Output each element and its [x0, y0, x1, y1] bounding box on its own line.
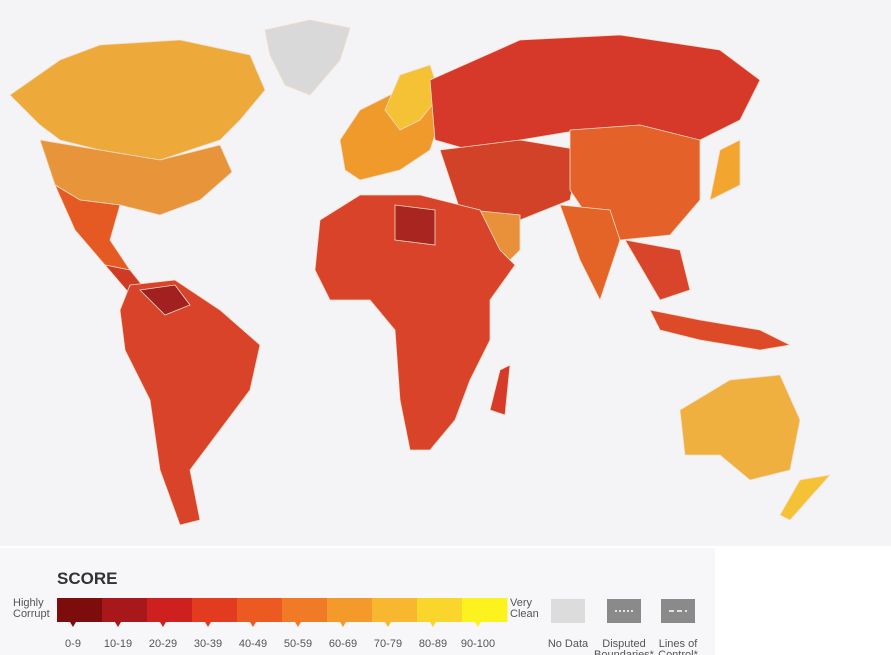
range-label: 50-59	[284, 638, 312, 650]
australia	[679, 374, 801, 481]
canada	[9, 39, 266, 161]
extra-label: Disputed	[602, 638, 645, 650]
extra-label: Boundaries*	[594, 649, 655, 655]
mexico	[54, 184, 131, 271]
range-label: 0-9	[65, 638, 81, 650]
south-america	[119, 279, 261, 526]
madagascar	[489, 364, 511, 416]
range-label: 20-29	[149, 638, 177, 650]
legend-tick	[115, 622, 121, 627]
extra-swatch	[551, 599, 585, 623]
range-label: 60-69	[329, 638, 357, 650]
range-label: 90-100	[461, 638, 495, 650]
new-zealand	[779, 474, 832, 521]
legend-swatch	[57, 598, 103, 622]
legend-tick	[475, 622, 481, 627]
indonesia	[649, 309, 792, 351]
legend-swatch	[192, 598, 238, 622]
legend-tick	[250, 622, 256, 627]
japan	[709, 139, 741, 201]
low-label: Highly	[13, 597, 44, 609]
high-label: Clean	[510, 608, 539, 620]
legend-swatch	[372, 598, 418, 622]
india	[559, 204, 621, 302]
world-map	[9, 19, 832, 526]
legend-swatch	[147, 598, 193, 622]
legend-tick	[160, 622, 166, 627]
africa	[314, 194, 516, 451]
extra-label: Control*	[658, 649, 698, 655]
extra-label: No Data	[548, 638, 589, 650]
range-label: 10-19	[104, 638, 132, 650]
high-label: Very	[510, 597, 533, 609]
libya	[394, 204, 436, 246]
southeast-asia	[624, 239, 691, 301]
legend-swatch	[327, 598, 373, 622]
range-label: 30-39	[194, 638, 222, 650]
legend-swatch	[282, 598, 328, 622]
legend-swatch	[417, 598, 463, 622]
legend-tick	[70, 622, 76, 627]
legend-title: SCORE	[57, 569, 117, 588]
legend-tick	[385, 622, 391, 627]
legend-tick	[295, 622, 301, 627]
legend-swatch	[237, 598, 283, 622]
range-label: 40-49	[239, 638, 267, 650]
legend-tick	[205, 622, 211, 627]
legend-swatch	[462, 598, 508, 622]
venezuela	[139, 284, 191, 316]
legend-tick	[340, 622, 346, 627]
range-label: 70-79	[374, 638, 402, 650]
range-label: 80-89	[419, 638, 447, 650]
extra-label: Lines of	[659, 638, 698, 650]
legend-swatch	[102, 598, 148, 622]
greenland	[264, 19, 351, 96]
low-label: Corrupt	[13, 608, 50, 620]
legend-tick	[430, 622, 436, 627]
